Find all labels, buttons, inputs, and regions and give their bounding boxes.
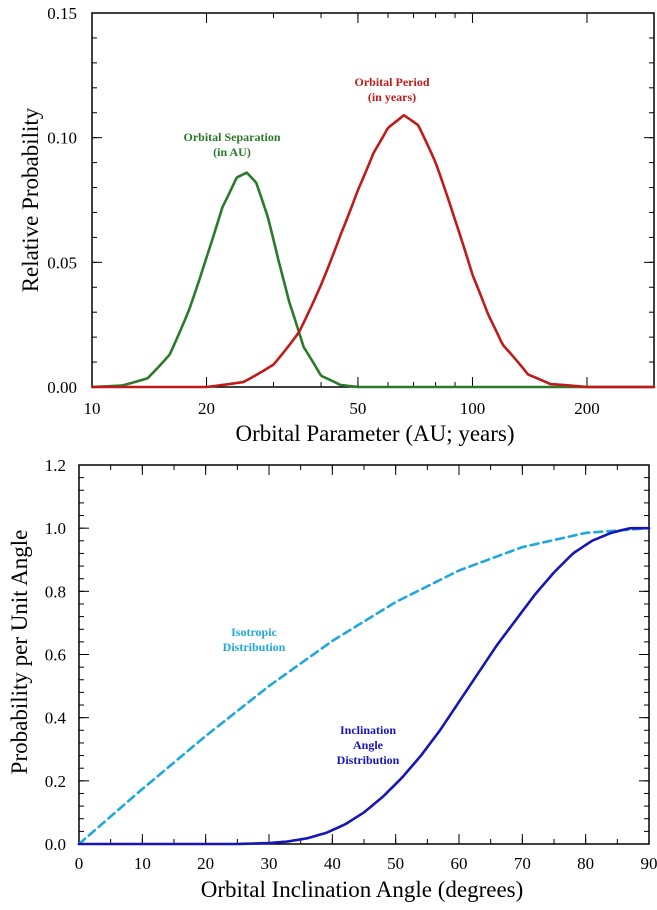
series-label-line: Distribution <box>337 753 400 767</box>
y-axis-title: Relative Probability <box>18 107 43 292</box>
x-axis-title: Orbital Inclination Angle (degrees) <box>201 877 524 902</box>
series-line-1 <box>77 526 651 846</box>
plot-frame <box>91 12 655 388</box>
series-label-line: Inclination <box>340 723 396 737</box>
y-tick-label: 0.6 <box>45 646 66 665</box>
x-tick-label: 100 <box>460 399 486 418</box>
y-tick-label: 0.4 <box>45 709 67 728</box>
x-tick-label: 200 <box>574 399 600 418</box>
plot-frame <box>78 464 650 845</box>
y-tick-label: 0.0 <box>45 835 66 854</box>
y-tick-label: 0.8 <box>45 582 66 601</box>
y-tick-label: 0.15 <box>47 4 77 23</box>
x-tick-label: 20 <box>197 854 214 873</box>
series-label-line: Orbital Period <box>355 75 430 89</box>
x-tick-label: 0 <box>75 854 84 873</box>
series-label-line: Orbital Separation <box>183 130 280 144</box>
series-line-2 <box>205 113 656 389</box>
series-label-line: Angle <box>353 738 384 752</box>
x-tick-label: 60 <box>451 854 468 873</box>
y-tick-label: 0.2 <box>45 772 66 791</box>
x-tick-label: 70 <box>514 854 531 873</box>
x-tick-label: 50 <box>387 854 404 873</box>
series-label-line: (in AU) <box>213 145 251 159</box>
x-tick-label: 90 <box>641 854 657 873</box>
y-axis-title: Probability per Unit Angle <box>7 530 32 775</box>
x-tick-label: 10 <box>134 854 151 873</box>
y-tick-label: 0.10 <box>47 129 77 148</box>
chart-panel-2: 0 10 20 30 40 50 60 70 80 90 0.0 0.2 0.4 0.6 0.8 1.0 1.2… <box>7 456 657 902</box>
series-line-2 <box>77 526 651 846</box>
chart-panel-1: 10 20 50 100 200 0.00 0.05 0.10 0.15 Orbital Para… <box>18 4 656 446</box>
series-label: Isotropic Distribution <box>223 625 286 654</box>
x-tick-label: 20 <box>198 399 215 418</box>
x-tick-label: 10 <box>84 399 101 418</box>
series-label: Orbital Period (in years) <box>355 75 430 104</box>
y-tick-label: 1.2 <box>45 456 66 475</box>
series-label: Orbital Separation (in AU) <box>183 130 280 159</box>
y-tick-label: 1.0 <box>45 519 66 538</box>
y-tick-label: 0.05 <box>47 253 77 272</box>
x-tick-label: 30 <box>261 854 278 873</box>
x-tick-label: 80 <box>577 854 594 873</box>
series-label-line: Distribution <box>223 640 286 654</box>
x-axis-title: Orbital Parameter (AU; years) <box>235 421 514 446</box>
series-label: Inclination Angle Distribution <box>337 723 400 767</box>
series-label-line: Isotropic <box>231 625 277 639</box>
y-tick-label: 0.00 <box>47 378 77 397</box>
x-tick-label: 40 <box>324 854 341 873</box>
x-tick-label: 50 <box>349 399 366 418</box>
series-label-line: (in years) <box>368 90 416 104</box>
series-line-1 <box>90 171 360 389</box>
